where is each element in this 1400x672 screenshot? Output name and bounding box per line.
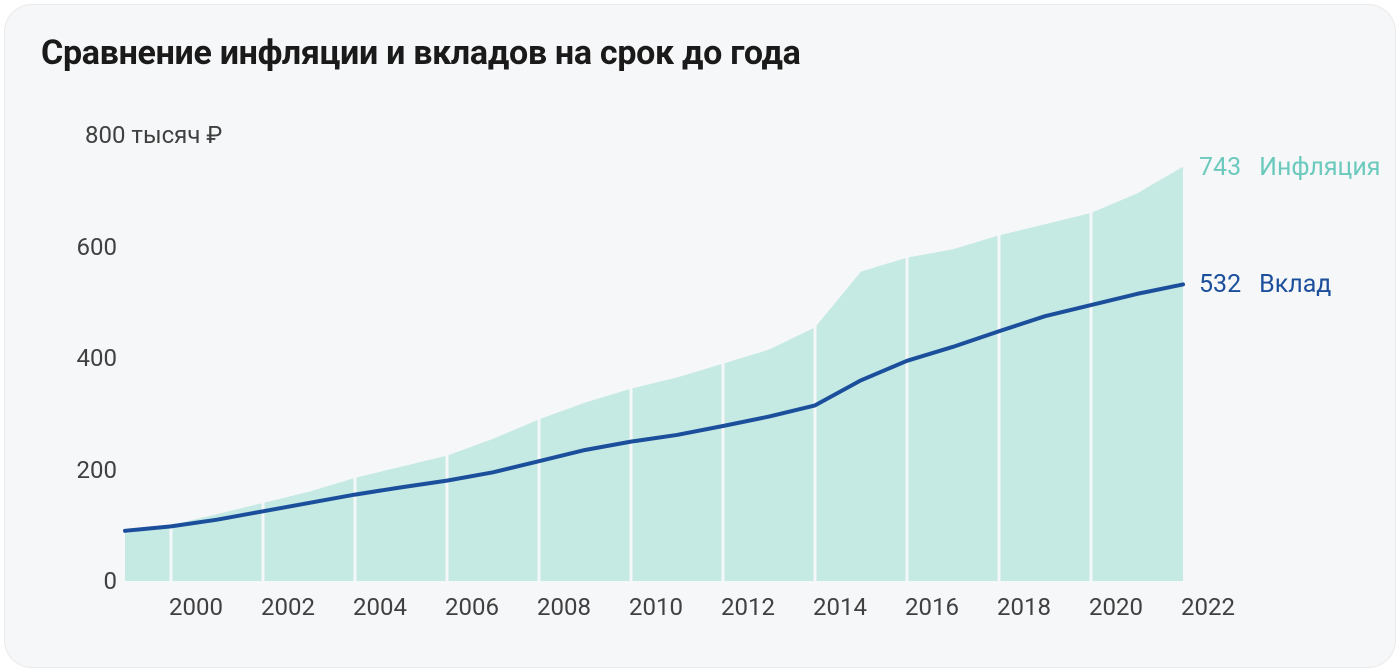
- chart-area: 800 тысяч ₽02004006002000200220042006200…: [41, 91, 1359, 585]
- x-tick-label: 2020: [1089, 593, 1143, 621]
- chart-title: Сравнение инфляции и вкладов на срок до …: [41, 33, 1359, 73]
- x-tick-label: 2004: [353, 593, 407, 621]
- deposit-end-value: 532: [1199, 270, 1241, 299]
- x-tick-label: 2000: [169, 593, 223, 621]
- x-tick-label: 2010: [629, 593, 683, 621]
- x-tick-label: 2018: [997, 593, 1051, 621]
- x-tick-label: 2008: [537, 593, 591, 621]
- x-tick-label: 2014: [813, 593, 867, 621]
- chart-svg: [41, 91, 1187, 585]
- chart-card: Сравнение инфляции и вкладов на срок до …: [4, 4, 1396, 668]
- y-tick-label: 0: [57, 567, 117, 595]
- deposit-series-name: Вклад: [1259, 270, 1331, 299]
- deposit-end-label: 532 Вклад: [1199, 270, 1331, 299]
- x-tick-label: 2016: [905, 593, 959, 621]
- inflation-area: [125, 167, 1183, 581]
- inflation-end-label: 743 Инфляция: [1199, 153, 1381, 182]
- x-tick-label: 2022: [1181, 593, 1235, 621]
- y-tick-label: 200: [57, 456, 117, 484]
- y-tick-label: 600: [57, 233, 117, 261]
- x-tick-label: 2002: [261, 593, 315, 621]
- inflation-end-value: 743: [1199, 153, 1241, 182]
- y-axis-unit-label: 800 тысяч ₽: [85, 121, 222, 149]
- x-tick-label: 2006: [445, 593, 499, 621]
- inflation-series-name: Инфляция: [1259, 153, 1380, 182]
- y-tick-label: 400: [57, 344, 117, 372]
- x-tick-label: 2012: [721, 593, 775, 621]
